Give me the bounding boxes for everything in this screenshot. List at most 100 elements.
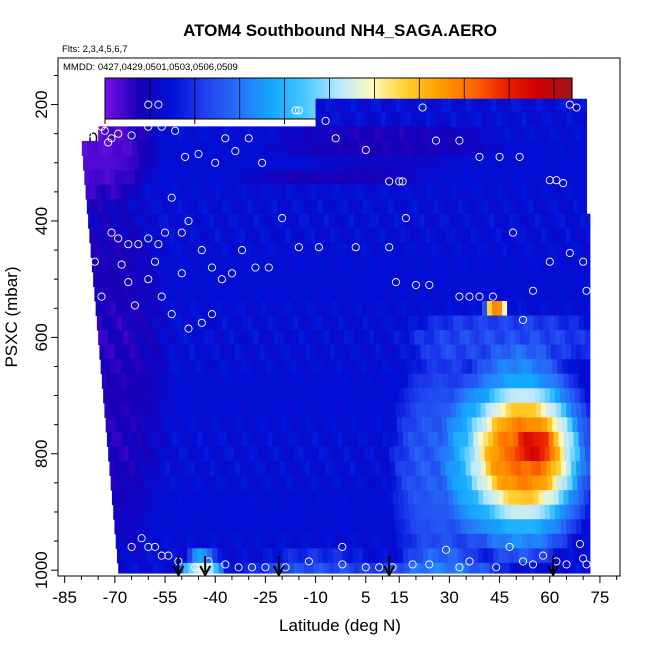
heatmap-cell xyxy=(221,184,227,200)
heatmap-cell xyxy=(556,228,562,244)
heatmap-cell xyxy=(391,533,398,549)
heatmap-cell xyxy=(238,504,245,520)
heatmap-cell xyxy=(380,98,387,113)
heatmap-cell xyxy=(285,344,291,360)
heatmap-cell xyxy=(129,228,136,244)
heatmap-cell xyxy=(163,271,169,287)
heatmap-cell xyxy=(476,98,482,113)
heatmap-cell xyxy=(258,330,265,346)
heatmap-cell xyxy=(448,140,454,156)
heatmap-cell xyxy=(187,140,193,156)
heatmap-cell xyxy=(305,170,311,186)
heatmap-cell xyxy=(365,461,371,477)
heatmap-cell xyxy=(214,228,221,244)
heatmap-cell xyxy=(484,213,491,229)
heatmap-cell xyxy=(516,111,522,127)
heatmap-cell xyxy=(295,461,301,477)
heatmap-cell xyxy=(247,548,253,564)
heatmap-cell xyxy=(328,330,335,346)
heatmap-cell xyxy=(132,548,138,564)
heatmap-cell xyxy=(545,228,552,244)
heatmap-cell xyxy=(503,431,509,447)
colorbar-swatch xyxy=(431,78,437,119)
heatmap-cell xyxy=(159,461,166,477)
heatmap-cell xyxy=(275,228,281,244)
heatmap-cell xyxy=(145,417,152,433)
heatmap-cell xyxy=(473,373,479,389)
heatmap-cell xyxy=(169,519,176,535)
heatmap-cell xyxy=(189,344,196,360)
heatmap-cell xyxy=(111,490,118,506)
heatmap-cell xyxy=(322,199,329,215)
heatmap-cell xyxy=(135,417,142,433)
heatmap-cell xyxy=(490,286,497,302)
heatmap-cell xyxy=(272,257,279,273)
heatmap-cell xyxy=(167,490,173,506)
heatmap-cell xyxy=(528,199,534,215)
heatmap-cell xyxy=(214,402,221,418)
heatmap-cell xyxy=(375,286,381,302)
heatmap-cell xyxy=(249,170,256,186)
heatmap-cell xyxy=(362,140,369,156)
heatmap-cell xyxy=(406,242,413,258)
heatmap-cell xyxy=(295,286,301,302)
heatmap-cell xyxy=(424,330,430,346)
sample-point xyxy=(455,136,464,145)
heatmap-cell xyxy=(129,402,136,418)
heatmap-cell xyxy=(228,213,235,229)
heatmap-cell xyxy=(262,373,268,389)
heatmap-cell xyxy=(157,257,163,273)
heatmap-cell xyxy=(258,446,265,462)
heatmap-cell xyxy=(553,431,560,447)
heatmap-cell xyxy=(545,461,552,477)
sample-point xyxy=(465,557,474,566)
heatmap-cell xyxy=(232,315,238,331)
heatmap-cell xyxy=(189,519,196,535)
heatmap-cell xyxy=(145,300,152,317)
heatmap-cell xyxy=(540,402,547,418)
heatmap-cell xyxy=(444,213,450,229)
heatmap-cell xyxy=(129,461,136,477)
heatmap-cell xyxy=(273,271,280,287)
heatmap-cell xyxy=(172,373,178,389)
heatmap-cell xyxy=(556,111,562,127)
heatmap-cell xyxy=(517,242,523,258)
heatmap-cell xyxy=(424,155,430,171)
heatmap-cell xyxy=(332,199,339,215)
colorbar-swatch xyxy=(556,78,561,119)
heatmap-cell xyxy=(514,388,521,404)
heatmap-cell xyxy=(440,170,447,186)
heatmap-cell xyxy=(564,213,571,229)
sample-point xyxy=(211,158,220,167)
heatmap-cell xyxy=(266,533,272,549)
heatmap-cell xyxy=(216,242,222,258)
heatmap-cell xyxy=(471,98,477,113)
heatmap-cell xyxy=(409,126,415,142)
heatmap-cell xyxy=(563,431,570,447)
heatmap-cell xyxy=(145,184,152,200)
heatmap-cell xyxy=(150,242,157,258)
heatmap-cell xyxy=(138,446,144,462)
heatmap-cell xyxy=(571,461,577,477)
heatmap-cell xyxy=(392,490,399,506)
heatmap-cell xyxy=(514,126,521,142)
heatmap-cell xyxy=(217,140,223,156)
heatmap-cell xyxy=(551,402,557,418)
heatmap-cell xyxy=(539,126,546,142)
heatmap-cell xyxy=(512,533,518,549)
heatmap-cell xyxy=(229,228,236,244)
heatmap-cell xyxy=(448,257,454,273)
heatmap-cell xyxy=(160,417,167,433)
heatmap-cell xyxy=(369,562,375,574)
heatmap-cell xyxy=(273,388,280,404)
sample-point xyxy=(425,280,434,290)
heatmap-cell xyxy=(116,199,123,215)
heatmap-cell xyxy=(365,402,371,418)
heatmap-cell xyxy=(282,257,289,273)
heatmap-cell xyxy=(445,228,452,244)
heatmap-cell xyxy=(212,373,218,389)
heatmap-cell xyxy=(302,199,309,215)
heatmap-cell xyxy=(411,533,418,549)
heatmap-cell xyxy=(197,373,203,389)
heatmap-cell xyxy=(519,213,526,229)
